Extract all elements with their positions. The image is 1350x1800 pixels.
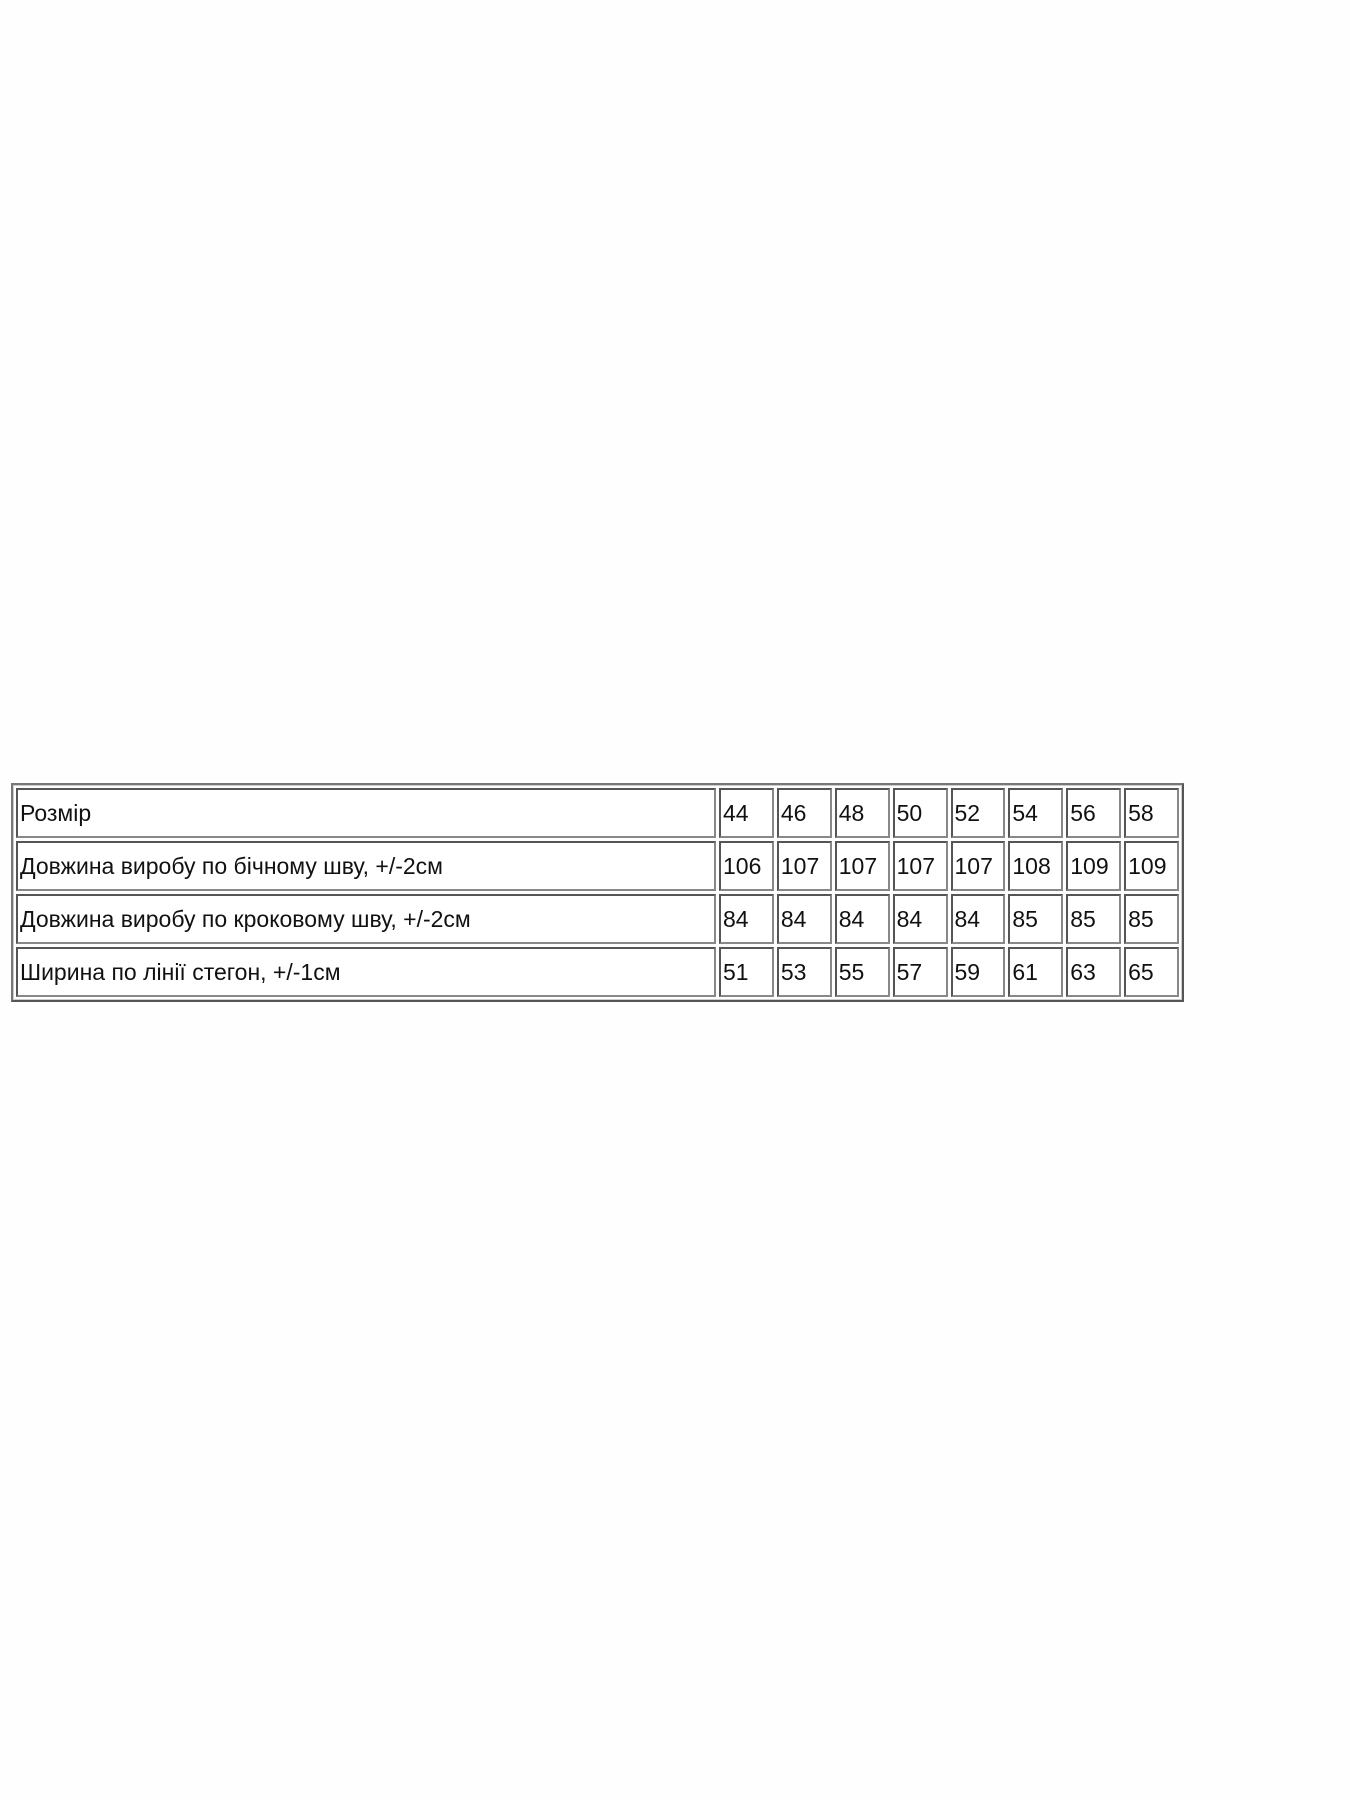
side-seam-length-row: Довжина виробу по бічному шву, +/-2см 106… xyxy=(16,841,1179,891)
table-cell: 109 xyxy=(1124,841,1179,891)
table-cell: 56 xyxy=(1066,788,1122,838)
table-cell: 58 xyxy=(1124,788,1179,838)
table-cell: 84 xyxy=(834,894,890,944)
table-cell: 107 xyxy=(834,841,890,891)
table-cell: 85 xyxy=(1066,894,1122,944)
table-cell: 84 xyxy=(950,894,1006,944)
row-label: Довжина виробу по кроковому шву, +/-2см xyxy=(16,894,716,944)
table-cell: 48 xyxy=(834,788,890,838)
table-cell: 61 xyxy=(1008,947,1064,997)
row-label: Довжина виробу по бічному шву, +/-2см xyxy=(16,841,716,891)
table-cell: 52 xyxy=(950,788,1006,838)
table-cell: 107 xyxy=(950,841,1006,891)
table-cell: 84 xyxy=(892,894,948,944)
table-cell: 50 xyxy=(892,788,948,838)
table-cell: 107 xyxy=(892,841,948,891)
size-row: Розмір 44 46 48 50 52 54 56 58 xyxy=(16,788,1179,838)
table-cell: 59 xyxy=(950,947,1006,997)
table-cell: 54 xyxy=(1008,788,1064,838)
table-cell: 106 xyxy=(719,841,774,891)
table-cell: 53 xyxy=(776,947,832,997)
table-cell: 46 xyxy=(776,788,832,838)
table-cell: 55 xyxy=(834,947,890,997)
table-cell: 84 xyxy=(719,894,774,944)
table-cell: 85 xyxy=(1124,894,1179,944)
hip-width-row: Ширина по лінії стегон, +/-1см 51 53 55 57 59… xyxy=(16,947,1179,997)
inseam-length-row: Довжина виробу по кроковому шву, +/-2см 8… xyxy=(16,894,1179,944)
row-label: Розмір xyxy=(16,788,716,838)
table-cell: 107 xyxy=(776,841,832,891)
table-cell: 65 xyxy=(1124,947,1179,997)
row-label: Ширина по лінії стегон, +/-1см xyxy=(16,947,716,997)
size-chart-table: Розмір 44 46 48 50 52 54 56 58 Довжина виробу по … xyxy=(11,783,1184,1002)
table-cell: 85 xyxy=(1008,894,1064,944)
table-cell: 51 xyxy=(719,947,774,997)
table-cell: 63 xyxy=(1066,947,1122,997)
table-cell: 57 xyxy=(892,947,948,997)
table-cell: 84 xyxy=(776,894,832,944)
table-cell: 44 xyxy=(719,788,774,838)
table-cell: 109 xyxy=(1066,841,1122,891)
table-cell: 108 xyxy=(1008,841,1064,891)
